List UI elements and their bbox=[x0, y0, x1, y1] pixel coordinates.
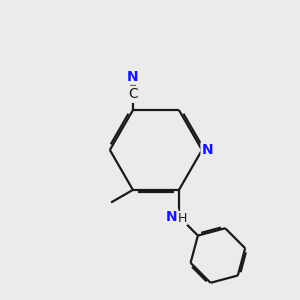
Text: H: H bbox=[178, 212, 187, 225]
Text: C: C bbox=[128, 87, 138, 101]
Text: N: N bbox=[127, 70, 139, 84]
Text: N: N bbox=[202, 143, 213, 157]
Text: N: N bbox=[166, 210, 177, 224]
